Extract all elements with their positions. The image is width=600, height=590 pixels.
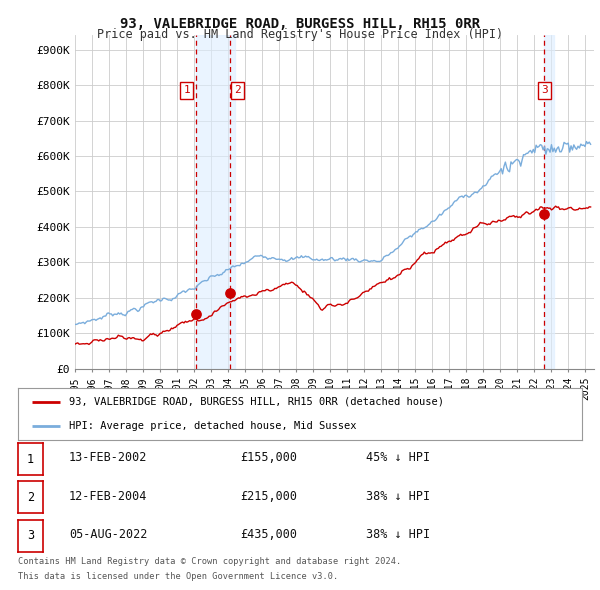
- Bar: [544, 35, 554, 369]
- Text: HPI: Average price, detached house, Mid Sussex: HPI: Average price, detached house, Mid …: [69, 421, 356, 431]
- Text: 3: 3: [27, 529, 34, 542]
- Text: 2: 2: [235, 86, 241, 96]
- Point: [191, 309, 201, 319]
- Text: 3: 3: [541, 86, 548, 96]
- Text: 45% ↓ HPI: 45% ↓ HPI: [366, 451, 430, 464]
- Text: 2: 2: [27, 491, 34, 504]
- Text: £155,000: £155,000: [240, 451, 297, 464]
- Text: 38% ↓ HPI: 38% ↓ HPI: [366, 528, 430, 541]
- Text: Contains HM Land Registry data © Crown copyright and database right 2024.: Contains HM Land Registry data © Crown c…: [18, 558, 401, 566]
- Text: 93, VALEBRIDGE ROAD, BURGESS HILL, RH15 0RR (detached house): 93, VALEBRIDGE ROAD, BURGESS HILL, RH15 …: [69, 396, 444, 407]
- Bar: [196, 35, 235, 369]
- Text: 13-FEB-2002: 13-FEB-2002: [69, 451, 148, 464]
- Text: 05-AUG-2022: 05-AUG-2022: [69, 528, 148, 541]
- Text: Price paid vs. HM Land Registry's House Price Index (HPI): Price paid vs. HM Land Registry's House …: [97, 28, 503, 41]
- Point: [226, 288, 235, 297]
- Text: 93, VALEBRIDGE ROAD, BURGESS HILL, RH15 0RR: 93, VALEBRIDGE ROAD, BURGESS HILL, RH15 …: [120, 17, 480, 31]
- Text: £435,000: £435,000: [240, 528, 297, 541]
- Text: This data is licensed under the Open Government Licence v3.0.: This data is licensed under the Open Gov…: [18, 572, 338, 581]
- Text: 38% ↓ HPI: 38% ↓ HPI: [366, 490, 430, 503]
- Text: £215,000: £215,000: [240, 490, 297, 503]
- Text: 1: 1: [27, 453, 34, 466]
- Text: 12-FEB-2004: 12-FEB-2004: [69, 490, 148, 503]
- Text: 1: 1: [184, 86, 190, 96]
- Point: [539, 210, 549, 219]
